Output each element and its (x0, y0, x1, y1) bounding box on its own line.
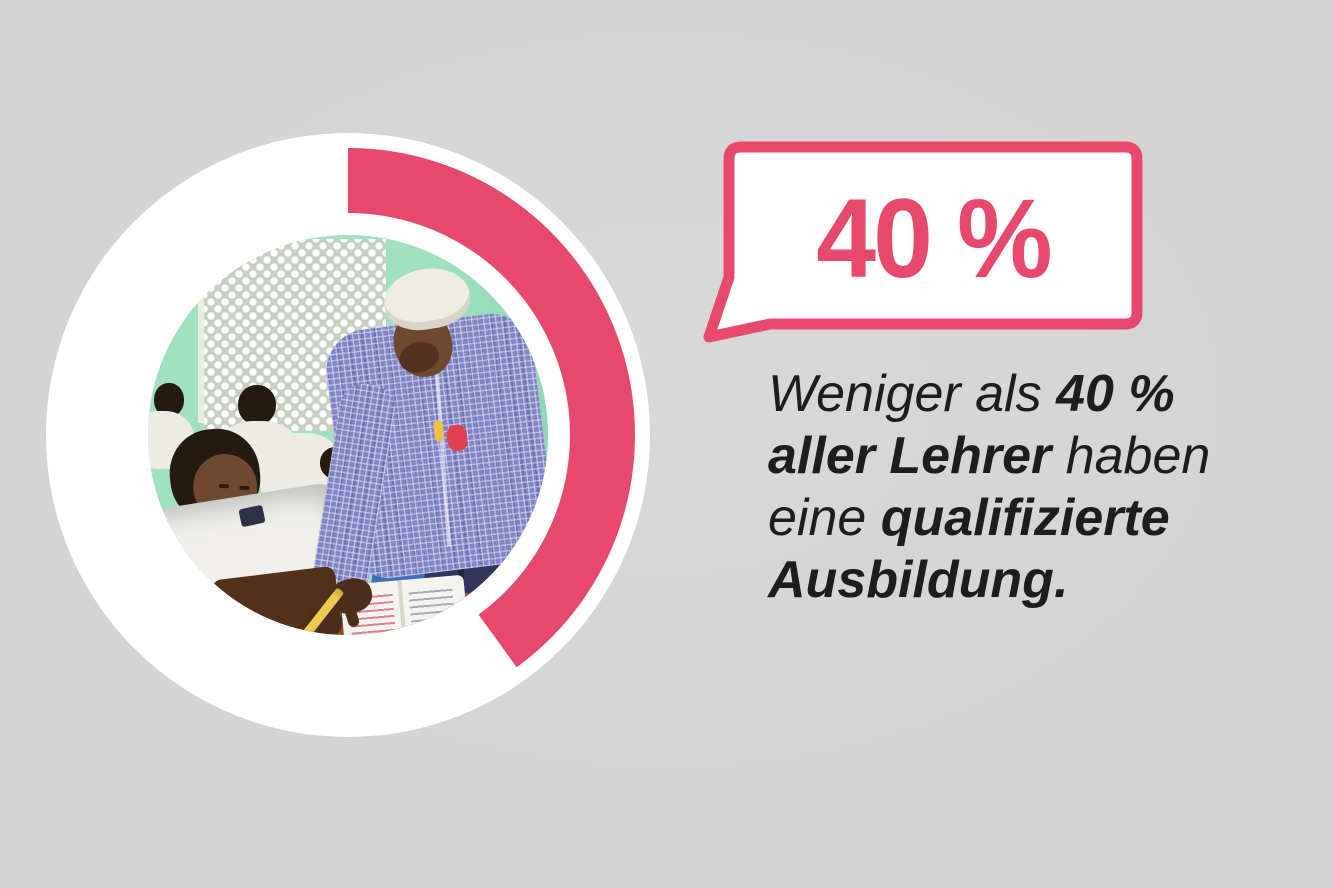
caption-line: aller Lehrer haben (768, 427, 1211, 485)
photo-chest-badge (445, 423, 469, 452)
photo-student-head (238, 385, 276, 425)
caption: Weniger als 40 % aller Lehrer haben eine q… (768, 363, 1288, 611)
caption-line: Weniger als 40 % (768, 365, 1175, 423)
statistic-value: 40 % (816, 175, 1052, 301)
photo-book-text (408, 585, 456, 630)
photo-student-eye (239, 485, 250, 491)
photo-pocket-pen (432, 420, 445, 442)
photo-book-spine (397, 580, 407, 635)
classroom-photo (148, 235, 548, 635)
caption-line: Ausbildung. (768, 551, 1069, 609)
photo-student-eye (219, 483, 230, 489)
caption-line: eine qualifizierte (768, 489, 1170, 547)
